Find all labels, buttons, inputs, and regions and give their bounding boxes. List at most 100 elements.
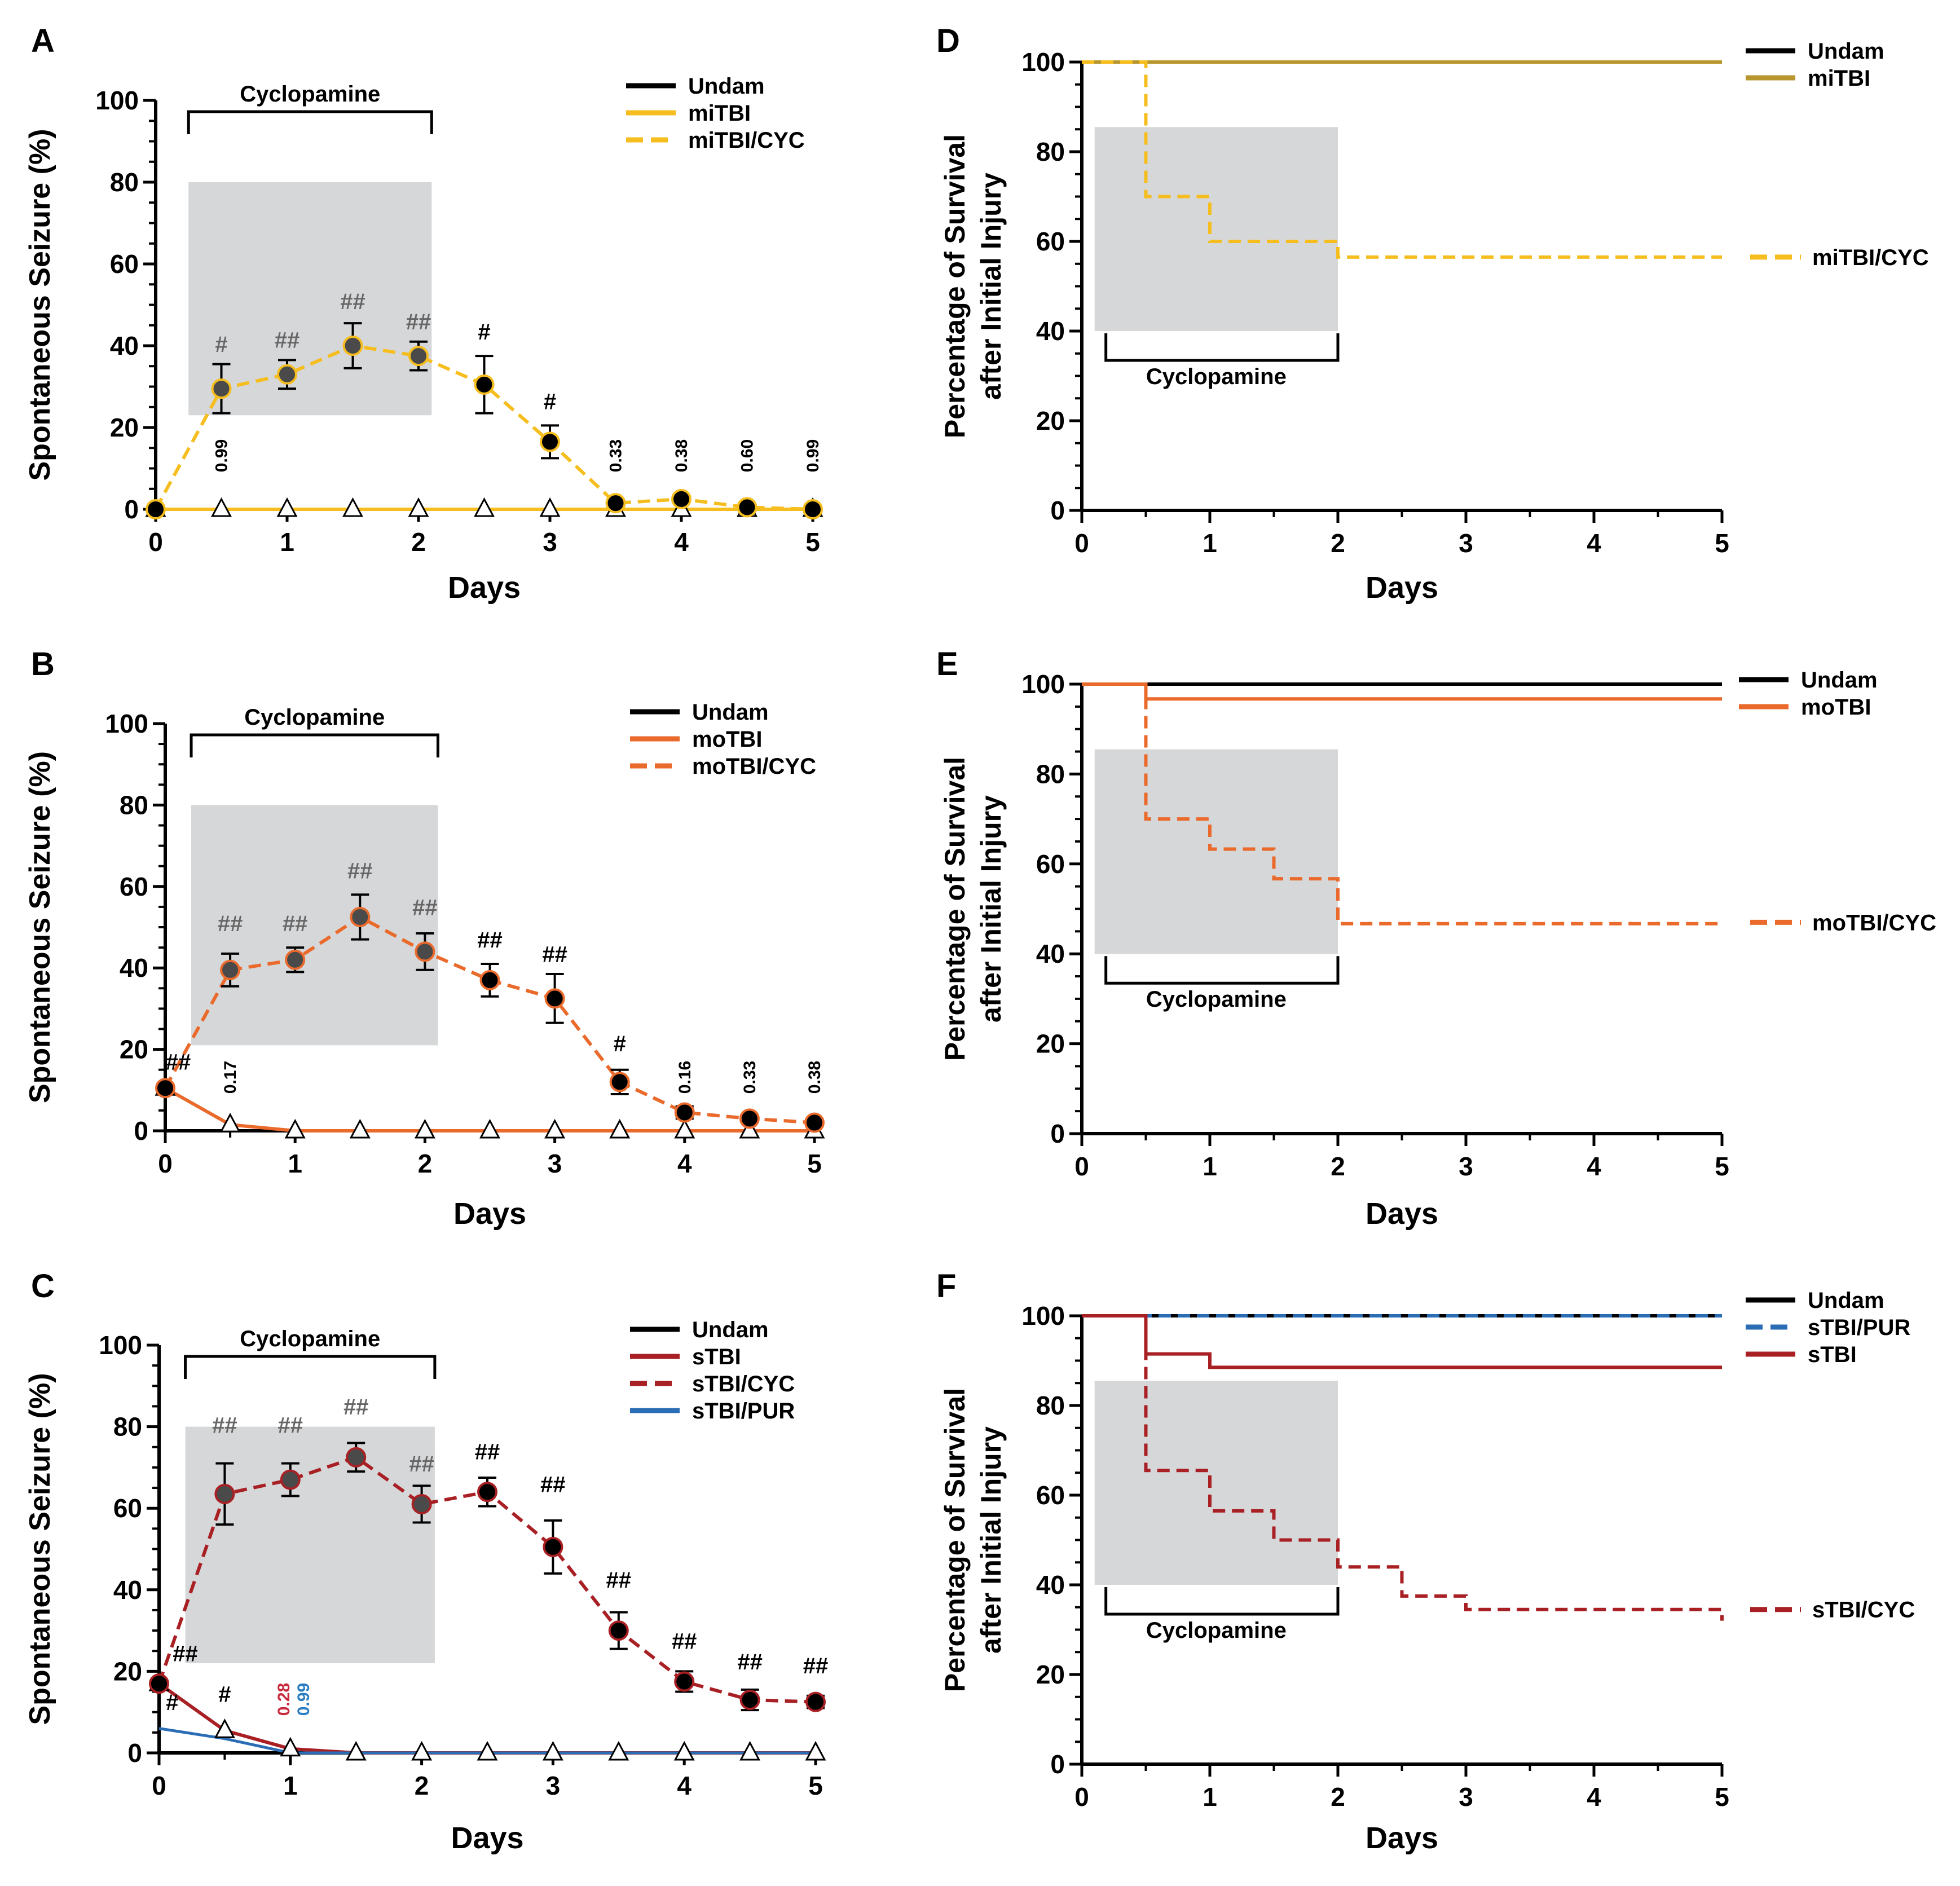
x-tick-label: 0 bbox=[148, 527, 163, 557]
significance-mark: ## bbox=[275, 328, 300, 353]
p-value-label: 0.38 bbox=[805, 1061, 824, 1094]
x-tick-label: 5 bbox=[805, 527, 820, 557]
legend-label: Undam bbox=[1801, 668, 1878, 693]
legend-label: Undam bbox=[692, 700, 769, 725]
x-tick-label: 5 bbox=[1715, 1782, 1729, 1812]
data-point-circle bbox=[214, 1483, 235, 1504]
x-tick-label: 2 bbox=[1331, 1152, 1345, 1181]
p-value-label: 0.99 bbox=[294, 1683, 313, 1716]
treatment-bracket bbox=[187, 110, 433, 134]
x-tick-label: 0 bbox=[1074, 1782, 1089, 1812]
x-tick-label: 3 bbox=[1459, 1152, 1473, 1181]
data-point-triangle bbox=[477, 1740, 498, 1761]
x-tick-label: 2 bbox=[415, 1771, 429, 1800]
data-point-triangle bbox=[411, 1740, 433, 1761]
y-tick-label: 100 bbox=[1021, 1301, 1065, 1330]
data-point-circle bbox=[674, 1671, 695, 1692]
treatment-label: Cyclopamine bbox=[1146, 987, 1287, 1012]
p-value-label: 0.28 bbox=[275, 1683, 293, 1716]
y-tick-label: 100 bbox=[99, 1330, 142, 1360]
y-tick-label: 20 bbox=[1036, 406, 1065, 435]
data-point-triangle bbox=[608, 1740, 629, 1761]
data-point-circle bbox=[605, 493, 626, 514]
y-tick-label: 100 bbox=[95, 86, 139, 115]
x-tick-label: 0 bbox=[1074, 528, 1089, 558]
y-axis-label: Spontaneous Seizure (%) bbox=[24, 129, 56, 481]
y-tick-label: 20 bbox=[1036, 1029, 1065, 1059]
treatment-bracket bbox=[1104, 956, 1340, 985]
significance-mark: ## bbox=[212, 1413, 237, 1438]
legend-label: Undam bbox=[1808, 1288, 1884, 1313]
x-tick-label: 0 bbox=[158, 1149, 173, 1178]
legend-label: moTBI bbox=[1801, 695, 1871, 720]
data-point-circle bbox=[543, 1536, 563, 1557]
panel-b: B Cyclopamine 0 20 40 60 80 100 0 1 2 3 4 5 Days Sponta… bbox=[24, 646, 825, 1231]
x-tick-label: 3 bbox=[548, 1149, 562, 1178]
legend-label-cyc: sTBI/CYC bbox=[1812, 1598, 1915, 1623]
x-tick-label: 5 bbox=[1715, 1152, 1729, 1181]
significance-mark: # bbox=[478, 320, 490, 345]
x-tick-label: 2 bbox=[418, 1149, 433, 1178]
data-point-circle bbox=[479, 970, 500, 990]
treatment-bracket bbox=[184, 1355, 437, 1379]
significance-mark: ## bbox=[409, 1452, 434, 1477]
data-point-circle bbox=[408, 346, 429, 367]
significance-mark: ## bbox=[283, 911, 308, 936]
legend-label-cyc: moTBI/CYC bbox=[1812, 910, 1936, 935]
data-point-circle bbox=[411, 1493, 432, 1514]
x-tick-label: 1 bbox=[1203, 1152, 1217, 1181]
data-point-circle bbox=[804, 1112, 825, 1133]
data-point-circle bbox=[674, 1102, 695, 1123]
data-point-circle bbox=[220, 959, 241, 980]
y-tick-label: 60 bbox=[1036, 849, 1065, 879]
y-tick-label: 40 bbox=[110, 331, 139, 360]
x-axis-label: Days bbox=[451, 1821, 523, 1855]
series-line-stbi bbox=[1082, 1314, 1722, 1369]
x-tick-label: 2 bbox=[411, 527, 426, 557]
data-point-triangle bbox=[474, 497, 495, 517]
y-tick-label: 80 bbox=[1036, 759, 1065, 788]
x-axis-label: Days bbox=[1366, 1821, 1438, 1855]
significance-mark: # bbox=[614, 1032, 626, 1056]
y-tick-label: 80 bbox=[1036, 137, 1065, 166]
legend-label: moTBI/CYC bbox=[692, 754, 816, 779]
panel-letter: E bbox=[936, 646, 958, 682]
x-tick-label: 1 bbox=[280, 527, 294, 557]
legend-label: Undam bbox=[1808, 39, 1884, 64]
data-point-triangle bbox=[219, 1112, 241, 1133]
x-tick-label: 5 bbox=[808, 1771, 823, 1800]
y-tick-label: 80 bbox=[110, 168, 139, 197]
significance-mark: ## bbox=[406, 310, 431, 334]
legend-label: miTBI bbox=[688, 101, 751, 126]
data-point-triangle bbox=[544, 1118, 566, 1139]
significance-mark: # bbox=[544, 389, 556, 414]
treatment-region bbox=[185, 1426, 435, 1663]
data-point-circle bbox=[285, 949, 306, 970]
x-tick-label: 0 bbox=[1074, 1152, 1089, 1181]
significance-mark: ## bbox=[218, 911, 243, 936]
p-value-label: 0.33 bbox=[607, 439, 626, 472]
x-tick-label: 3 bbox=[546, 1771, 561, 1800]
significance-mark: ## bbox=[475, 1439, 500, 1464]
y-tick-label: 20 bbox=[110, 413, 139, 442]
x-tick-label: 1 bbox=[1203, 1782, 1217, 1812]
significance-mark: ## bbox=[347, 858, 373, 883]
panel-letter: F bbox=[936, 1268, 956, 1305]
x-tick-label: 4 bbox=[1587, 528, 1601, 558]
x-tick-label: 4 bbox=[1587, 1152, 1601, 1181]
p-value-label: 0.60 bbox=[738, 439, 757, 472]
x-tick-label: 3 bbox=[1459, 528, 1473, 558]
data-point-triangle bbox=[214, 1718, 235, 1738]
x-axis-label: Days bbox=[453, 1197, 526, 1231]
y-tick-label: 0 bbox=[1050, 496, 1065, 525]
data-point-circle bbox=[739, 1108, 760, 1129]
x-tick-label: 4 bbox=[677, 1771, 691, 1800]
data-point-circle bbox=[671, 488, 691, 509]
panel-f: F Cyclopamine 0 20 40 60 80 100 0 1 2 3 4 5 Days Percen… bbox=[936, 1268, 1915, 1855]
x-tick-label: 0 bbox=[152, 1771, 166, 1800]
x-tick-label: 4 bbox=[1587, 1782, 1601, 1812]
data-point-triangle bbox=[539, 497, 561, 517]
significance-mark: ## bbox=[343, 1395, 369, 1420]
data-point-triangle bbox=[479, 1118, 500, 1139]
